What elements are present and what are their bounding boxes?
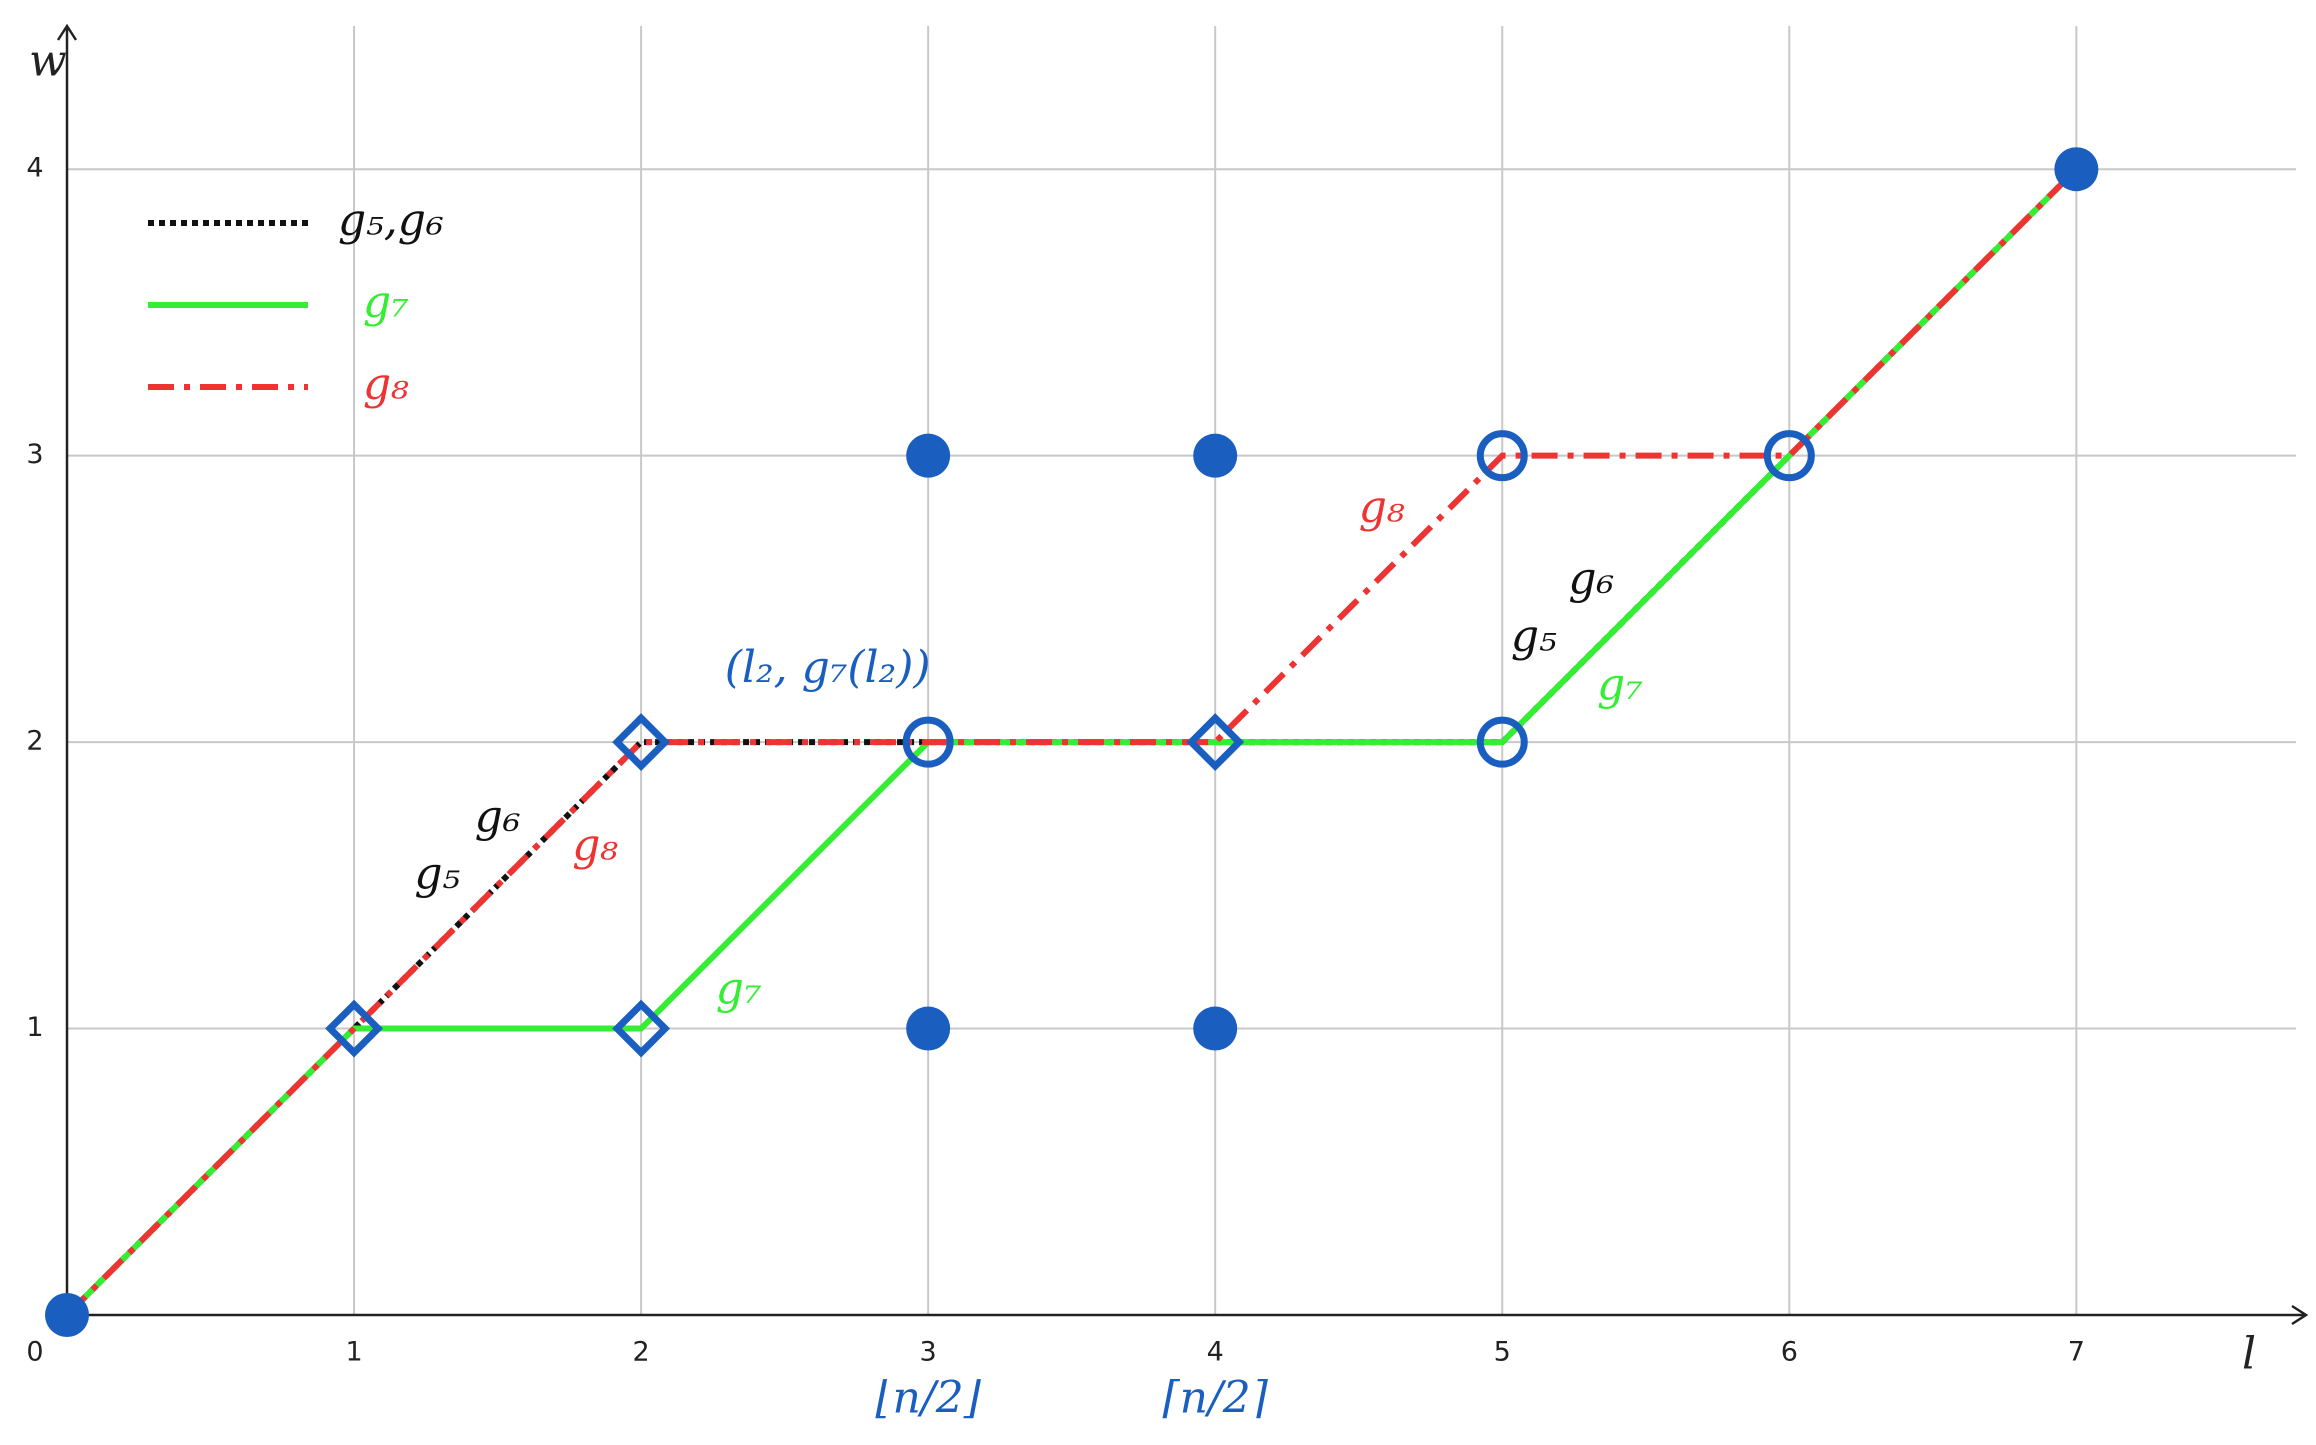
annotation: g₆ xyxy=(475,791,521,842)
x-tick-label: 0 xyxy=(26,1337,43,1368)
annotation: g₅ xyxy=(1511,610,1557,661)
x-tick-label: 2 xyxy=(633,1337,650,1368)
series-line xyxy=(64,167,2079,1318)
dot-marker xyxy=(1193,433,1238,478)
x-arrow xyxy=(2291,1304,2309,1326)
x-tick-label: 3 xyxy=(920,1337,937,1368)
diamond-marker xyxy=(612,999,671,1058)
circle-marker xyxy=(1476,430,1528,482)
annotation: g₈ xyxy=(572,820,618,871)
legend-label: g₅,g₆ xyxy=(338,195,444,246)
annotation: g₇ xyxy=(1597,659,1643,710)
x-tick-label: 6 xyxy=(1781,1337,1798,1368)
dot-marker xyxy=(45,1293,89,1337)
y-tick-label: 2 xyxy=(26,726,43,757)
annotation: g₈ xyxy=(1359,482,1405,533)
circle-marker xyxy=(1476,716,1528,768)
legend-label: g₈ xyxy=(363,359,409,410)
y-tick-label: 4 xyxy=(26,153,43,184)
annotation: (l₂, g₇(l₂)) xyxy=(725,642,931,693)
lines xyxy=(64,167,2079,1318)
y-tick-label: 3 xyxy=(26,439,43,470)
x-tick-label: 7 xyxy=(2068,1337,2085,1368)
diamond-marker xyxy=(612,713,671,772)
dot-marker xyxy=(1193,1006,1238,1051)
x-axis-label: l xyxy=(2242,1329,2256,1380)
diamond-marker xyxy=(325,999,384,1058)
annotation: g₇ xyxy=(716,963,762,1014)
y-tick-label: 1 xyxy=(26,1012,43,1043)
annotation: ⌊n/2⌋ xyxy=(875,1372,981,1423)
dot-marker xyxy=(906,1006,951,1051)
dot-marker xyxy=(906,433,951,478)
y-arrow xyxy=(56,23,78,41)
x-tick-label: 4 xyxy=(1207,1337,1224,1368)
annotation: ⌈n/2⌉ xyxy=(1162,1372,1268,1423)
dot-marker xyxy=(2054,147,2099,192)
circle-marker xyxy=(1763,430,1815,482)
annotation: g₆ xyxy=(1568,553,1614,604)
markers xyxy=(45,147,2099,1337)
y-axis-label: w xyxy=(29,36,67,87)
annotation: g₅ xyxy=(414,848,460,899)
axes: 0 1 2 3 4 5 6 7 1 2 3 4 l w xyxy=(26,23,2309,1380)
diamond-marker xyxy=(1186,713,1245,772)
x-tick-label: 5 xyxy=(1494,1337,1511,1368)
legend-label: g₇ xyxy=(363,277,409,328)
series-line xyxy=(64,167,2079,1318)
circle-marker xyxy=(902,716,954,768)
x-tick-label: 1 xyxy=(345,1337,362,1368)
